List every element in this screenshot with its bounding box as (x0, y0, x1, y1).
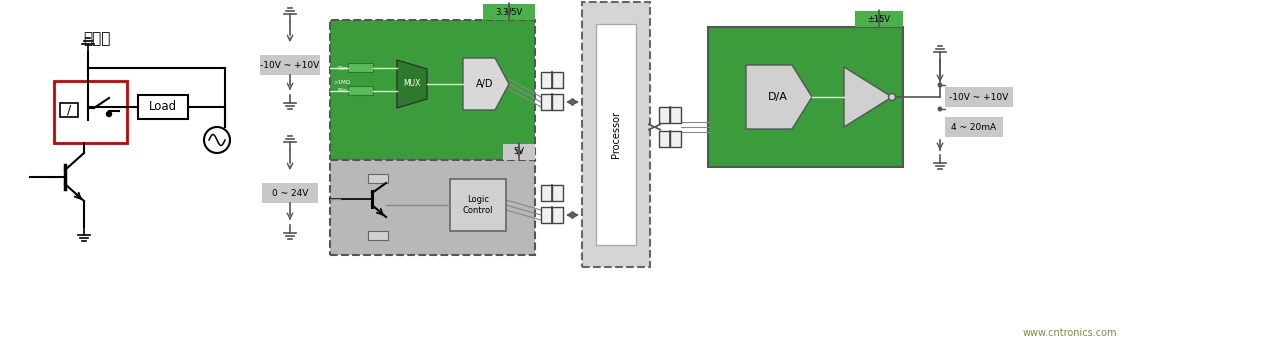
Bar (541, 72, 552, 88)
Bar (541, 94, 552, 110)
Bar (659, 131, 670, 147)
Polygon shape (844, 67, 891, 127)
Bar (582, 2, 650, 267)
Circle shape (107, 111, 112, 116)
Bar (855, 11, 903, 27)
Bar (347, 63, 373, 72)
Bar (945, 87, 1013, 107)
Text: Rin: Rin (337, 88, 347, 93)
Bar (450, 179, 506, 231)
Bar (552, 94, 563, 110)
Text: 3.3/5V: 3.3/5V (496, 7, 522, 16)
Bar (670, 107, 681, 123)
Polygon shape (397, 60, 427, 108)
Text: ±15V: ±15V (867, 15, 890, 23)
Circle shape (889, 93, 895, 100)
Text: Processor: Processor (611, 111, 621, 158)
Bar (55, 81, 127, 143)
Bar (483, 4, 535, 20)
Circle shape (204, 127, 230, 153)
Text: -10V ~ +10V: -10V ~ +10V (260, 60, 320, 70)
Bar (60, 103, 79, 117)
Text: -10V ~ +10V: -10V ~ +10V (950, 93, 1008, 102)
Bar (670, 131, 681, 147)
Text: /: / (67, 104, 71, 116)
Polygon shape (746, 65, 812, 129)
Text: www.cntronics.com: www.cntronics.com (1023, 328, 1117, 338)
Bar (368, 231, 388, 240)
Bar (596, 24, 637, 245)
Bar (552, 185, 563, 201)
Bar (552, 72, 563, 88)
Text: Logic
Control: Logic Control (463, 195, 493, 215)
Bar (541, 207, 552, 223)
Bar (541, 185, 552, 201)
Bar (503, 144, 535, 160)
Bar (262, 183, 318, 203)
Bar (945, 117, 1003, 137)
Text: 继电器: 继电器 (84, 32, 110, 47)
Bar (330, 160, 535, 255)
Bar (368, 174, 388, 183)
Bar (138, 95, 188, 119)
Text: 0 ~ 24V: 0 ~ 24V (271, 189, 308, 197)
Circle shape (937, 106, 942, 111)
Text: D/A: D/A (768, 92, 787, 102)
Bar (260, 55, 320, 75)
Circle shape (937, 82, 942, 87)
Bar (659, 107, 670, 123)
Text: Rin: Rin (337, 66, 347, 71)
Text: 5V: 5V (514, 147, 525, 157)
Text: >1MΩ: >1MΩ (333, 80, 350, 84)
Bar (708, 27, 903, 167)
Polygon shape (463, 58, 508, 110)
Bar (330, 20, 535, 160)
Text: Load: Load (148, 100, 178, 114)
Bar (552, 207, 563, 223)
Text: MUX: MUX (403, 80, 421, 88)
Text: A/D: A/D (477, 79, 493, 89)
Bar (347, 86, 373, 95)
Text: 4 ~ 20mA: 4 ~ 20mA (951, 122, 997, 131)
